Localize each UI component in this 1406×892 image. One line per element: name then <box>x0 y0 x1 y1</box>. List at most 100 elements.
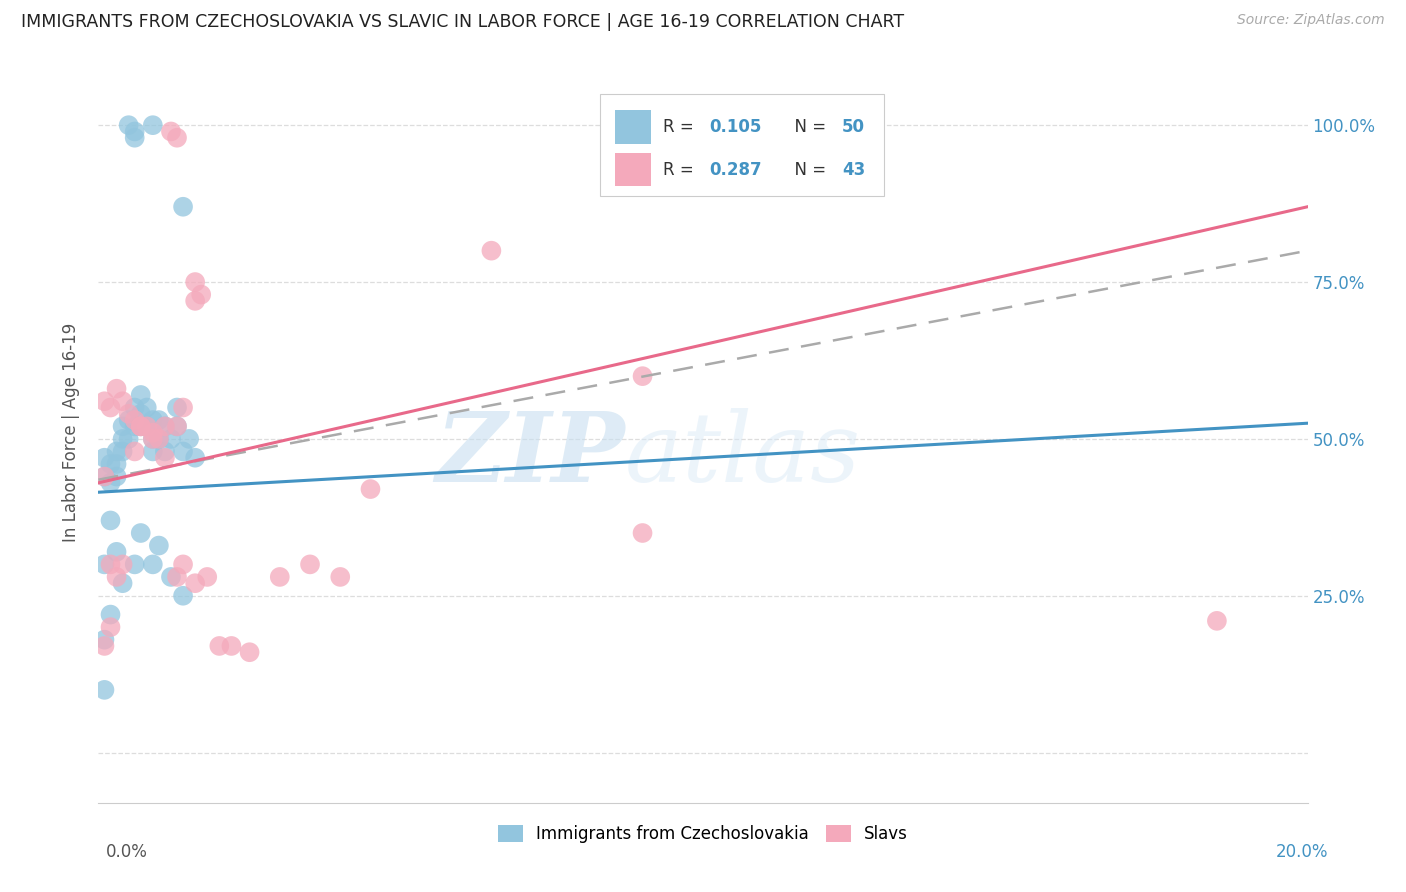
Point <box>129 407 152 421</box>
FancyBboxPatch shape <box>614 111 651 144</box>
Text: R =: R = <box>664 118 699 136</box>
Point <box>172 200 194 214</box>
Point <box>208 639 231 653</box>
Point <box>100 513 122 527</box>
Point <box>160 124 183 138</box>
Point <box>105 444 128 458</box>
Point <box>184 293 207 308</box>
Text: Source: ZipAtlas.com: Source: ZipAtlas.com <box>1237 13 1385 28</box>
Point <box>172 444 194 458</box>
Text: 0.0%: 0.0% <box>105 843 148 861</box>
Point <box>118 407 141 421</box>
Text: 0.287: 0.287 <box>709 161 762 178</box>
Point <box>142 558 165 572</box>
Point <box>124 413 146 427</box>
Point <box>329 570 352 584</box>
Point <box>118 118 141 132</box>
Point <box>1206 614 1229 628</box>
Point <box>160 570 183 584</box>
Point <box>631 526 654 541</box>
FancyBboxPatch shape <box>600 94 884 195</box>
Point <box>269 570 291 584</box>
Point <box>105 382 128 396</box>
Point <box>153 419 176 434</box>
Point <box>111 576 134 591</box>
Point <box>105 457 128 471</box>
Point <box>153 450 176 465</box>
Point <box>93 632 115 647</box>
Point <box>142 425 165 440</box>
Point <box>148 432 170 446</box>
Point <box>100 558 122 572</box>
Point <box>166 130 188 145</box>
Point <box>100 457 122 471</box>
Point <box>166 419 188 434</box>
Point <box>172 589 194 603</box>
Point <box>299 558 322 572</box>
Point <box>111 558 134 572</box>
Point <box>105 570 128 584</box>
Point <box>111 394 134 409</box>
Point <box>172 401 194 415</box>
Point <box>135 419 157 434</box>
Point <box>124 130 146 145</box>
Text: N =: N = <box>785 118 831 136</box>
Text: 43: 43 <box>842 161 865 178</box>
Legend: Immigrants from Czechoslovakia, Slavs: Immigrants from Czechoslovakia, Slavs <box>491 819 915 850</box>
Point <box>100 475 122 490</box>
Point <box>148 432 170 446</box>
Point <box>184 450 207 465</box>
Point <box>153 444 176 458</box>
Point <box>111 419 134 434</box>
Point <box>93 450 115 465</box>
Point <box>105 545 128 559</box>
Point <box>360 482 382 496</box>
Point <box>93 682 115 697</box>
Point <box>148 413 170 427</box>
Point <box>142 432 165 446</box>
Point <box>142 444 165 458</box>
Point <box>118 432 141 446</box>
Y-axis label: In Labor Force | Age 16-19: In Labor Force | Age 16-19 <box>62 323 80 542</box>
Text: atlas: atlas <box>624 408 860 502</box>
Point <box>93 469 115 483</box>
Point <box>118 413 141 427</box>
Point <box>93 639 115 653</box>
Point <box>100 401 122 415</box>
Point <box>142 432 165 446</box>
Point <box>184 576 207 591</box>
Point <box>129 419 152 434</box>
Point <box>142 413 165 427</box>
Point <box>631 369 654 384</box>
Point <box>124 419 146 434</box>
Point <box>160 432 183 446</box>
Text: 0.105: 0.105 <box>709 118 762 136</box>
Point <box>129 419 152 434</box>
Point <box>239 645 262 659</box>
Point <box>166 570 188 584</box>
Point <box>105 469 128 483</box>
Text: ZIP: ZIP <box>434 408 624 502</box>
Point <box>124 124 146 138</box>
Point <box>124 444 146 458</box>
Point <box>129 388 152 402</box>
Point <box>93 558 115 572</box>
Point <box>135 419 157 434</box>
Text: IMMIGRANTS FROM CZECHOSLOVAKIA VS SLAVIC IN LABOR FORCE | AGE 16-19 CORRELATION : IMMIGRANTS FROM CZECHOSLOVAKIA VS SLAVIC… <box>21 13 904 31</box>
Point <box>111 444 134 458</box>
Text: 50: 50 <box>842 118 865 136</box>
Text: N =: N = <box>785 161 831 178</box>
Point <box>221 639 243 653</box>
Point <box>195 570 218 584</box>
Point <box>135 401 157 415</box>
Point <box>111 432 134 446</box>
Point <box>153 419 176 434</box>
Point <box>166 419 188 434</box>
Point <box>93 394 115 409</box>
Point <box>124 401 146 415</box>
Point <box>190 287 212 301</box>
Point <box>179 432 201 446</box>
Point <box>129 419 152 434</box>
Point <box>166 401 188 415</box>
Point <box>142 118 165 132</box>
